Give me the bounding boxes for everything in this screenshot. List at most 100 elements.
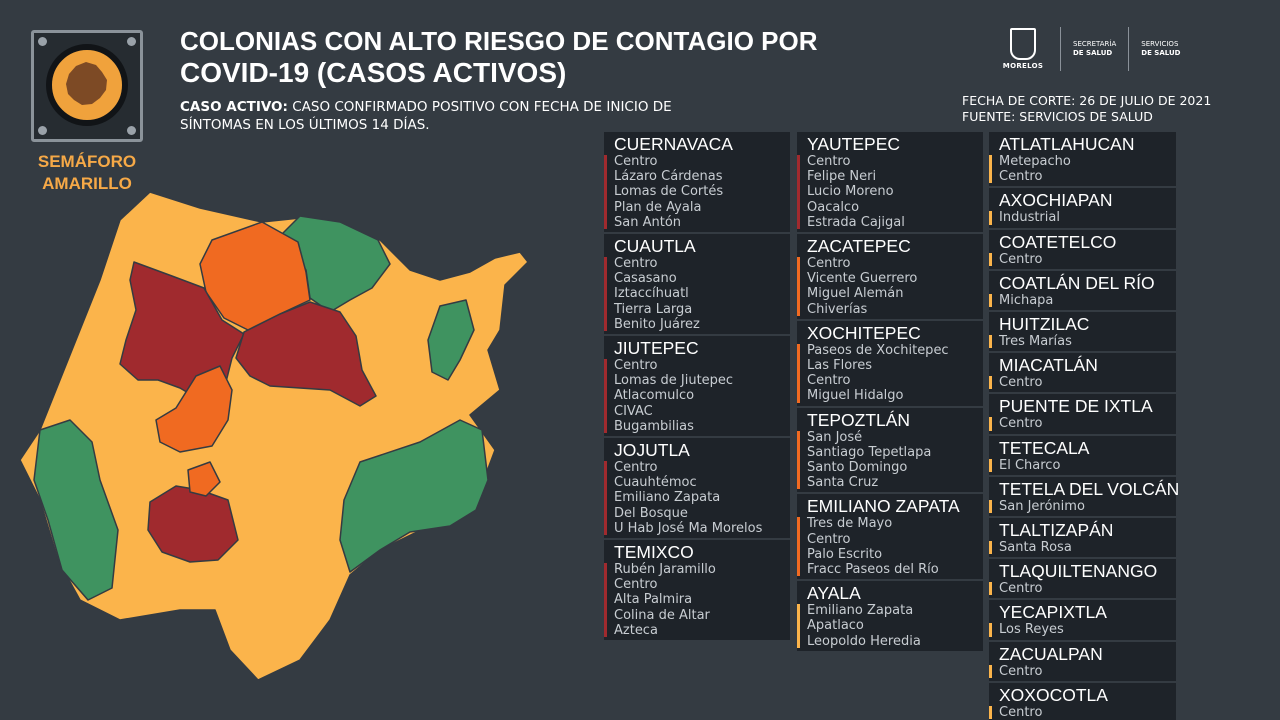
colonia-item: Centro (614, 358, 658, 374)
colonia-item: Benito Juárez (614, 316, 700, 332)
colonia-item: Centro (999, 663, 1043, 679)
colonias-list: Rubén Jaramillo Centro Alta Palmira Colina … (604, 562, 790, 638)
colonia-item: U Hab José Ma Morelos (614, 520, 763, 536)
colonia-item: Palo Escrito (807, 546, 883, 562)
list-column-3: ATLATLAHUCAN Metepacho Centro AXOCHIAPAN Ind… (989, 132, 1180, 720)
risk-indicator-bar (989, 155, 992, 184)
colonias-list: Michapa (989, 293, 1176, 308)
colonias-list: Centro (989, 581, 1176, 596)
municipality-name: JIUTEPEC (614, 338, 699, 359)
colonias-list: Centro (989, 705, 1176, 720)
municipality-card: COATLÁN DEL RÍO Michapa (989, 270, 1176, 311)
municipality-card: XOCHITEPEC Paseos de Xochitepec Las Flores… (797, 320, 983, 406)
colonia-item: Centro (807, 154, 851, 169)
colonias-list: Centro (989, 663, 1176, 679)
risk-indicator-bar (989, 623, 992, 637)
municipality-card: MIACATLÁN Centro (989, 353, 1176, 393)
colonias-list: San José Santiago Tepetlapa Santo Domingo S… (797, 429, 983, 491)
colonia-item: Centro (614, 154, 658, 169)
source-text: FUENTE: SERVICIOS DE SALUD (962, 109, 1153, 124)
colonias-list: Centro Lázaro Cárdenas Lomas de Cortés Plan… (604, 154, 790, 230)
municipality-name: PUENTE DE IXTLA (999, 396, 1153, 417)
colonias-list: Santa Rosa (989, 540, 1176, 555)
colonia-item: Alta Palmira (614, 592, 693, 608)
municipality-card: TEPOZTLÁN San José Santiago Tepetlapa Santo… (797, 407, 983, 493)
servicios-line1: SERVICIOS (1141, 40, 1179, 48)
risk-indicator-bar (989, 499, 992, 514)
colonia-item: Lucio Moreno (807, 184, 894, 200)
page-title: COLONIAS CON ALTO RIESGO DE CONTAGIO POR… (180, 26, 818, 88)
servicios-logo: SERVICIOS DE SALUD (1141, 40, 1180, 58)
list-column-2: YAUTEPEC Centro Felipe Neri Lucio Moreno Oac… (797, 132, 983, 651)
risk-indicator-bar (797, 517, 800, 577)
shield-icon (1010, 28, 1036, 60)
map-region-green (427, 299, 475, 381)
risk-indicator-bar (797, 257, 800, 316)
title-line2: COVID-19 (CASOS ACTIVOS) (180, 57, 567, 88)
colonia-item: Centro (614, 460, 658, 476)
municipality-name: TEPOZTLÁN (807, 409, 911, 430)
colonia-item: Casasano (614, 271, 677, 287)
colonia-item: Centro (999, 416, 1043, 432)
map-region-green (339, 419, 489, 573)
colonia-item: Leopoldo Heredia (807, 633, 921, 649)
municipality-card: YAUTEPEC Centro Felipe Neri Lucio Moreno Oac… (797, 132, 983, 233)
colonias-list: Metepacho Centro (989, 154, 1176, 184)
municipality-name: XOXOCOTLA (999, 684, 1108, 705)
colonia-item: Bugambilias (614, 418, 694, 434)
colonia-item: Miguel Alemán (807, 286, 904, 302)
colonias-list: Centro Lomas de Jiutepec Atlacomulco CIVAC B… (604, 358, 790, 434)
municipality-card: HUITZILAC Tres Marías (989, 312, 1176, 352)
municipality-name: EMILIANO ZAPATA (807, 496, 960, 517)
colonias-list: Centro Felipe Neri Lucio Moreno Oacalco Estr… (797, 154, 983, 230)
municipality-name: TETELA DEL VOLCÁN (999, 478, 1180, 499)
colonia-item: Metepacho (999, 154, 1071, 169)
colonia-item: San Jerónimo (999, 498, 1085, 514)
risk-indicator-bar (989, 376, 992, 390)
colonias-list: Paseos de Xochitepec Las Flores Centro Migu… (797, 343, 983, 404)
colonias-list: Centro Cuauhtémoc Emiliano Zapata Del Bosqu… (604, 460, 790, 536)
colonia-item: CIVAC (614, 403, 653, 419)
municipality-card: PUENTE DE IXTLA Centro (989, 394, 1176, 434)
colonias-list: Tres de Mayo Centro Palo Escrito Fracc Pase… (797, 516, 983, 577)
risk-indicator-bar (797, 604, 800, 648)
colonia-item: Centro (807, 373, 851, 389)
municipality-card: ATLATLAHUCAN Metepacho Centro (989, 132, 1176, 187)
colonia-item: Lázaro Cárdenas (614, 169, 723, 185)
risk-indicator-bar (989, 582, 992, 596)
municipality-card: YECAPIXTLA Los Reyes (989, 600, 1176, 640)
definition-label: CASO ACTIVO: (180, 99, 288, 115)
secretaria-line2: DE SALUD (1073, 49, 1113, 57)
risk-indicator-bar (797, 155, 800, 230)
colonias-list: Emiliano Zapata Apatlaco Leopoldo Heredia (797, 603, 983, 649)
screw-icon (127, 37, 136, 46)
municipality-card: TLAQUILTENANGO Centro (989, 559, 1176, 599)
municipality-card: TLALTIZAPÁN Santa Rosa (989, 518, 1176, 558)
municipality-name: MIACATLÁN (999, 355, 1098, 376)
colonia-item: San José (807, 429, 863, 445)
risk-indicator-bar (989, 664, 992, 678)
meta-info: FECHA DE CORTE: 26 DE JULIO DE 2021 FUEN… (962, 93, 1211, 125)
colonia-item: Santa Cruz (807, 475, 879, 491)
municipality-name: COATLÁN DEL RÍO (999, 272, 1155, 293)
colonia-item: Emiliano Zapata (614, 490, 721, 506)
screw-icon (38, 126, 47, 135)
municipality-name: HUITZILAC (999, 314, 1090, 335)
colonia-item: Chiverías (807, 301, 868, 317)
municipality-name: JOJUTLA (614, 440, 690, 461)
municipality-card: AYALA Emiliano Zapata Apatlaco Leopoldo Her… (797, 581, 983, 651)
definition-text: CASO CONFIRMADO POSITIVO CON FECHA DE IN… (180, 99, 672, 133)
colonias-list: San Jerónimo (989, 498, 1176, 514)
risk-indicator-bar (604, 461, 607, 536)
municipality-card: CUERNAVACA Centro Lázaro Cárdenas Lomas de … (604, 132, 790, 233)
semaforo-badge (31, 30, 143, 142)
risk-indicator-bar (989, 417, 992, 431)
municipality-card: AXOCHIAPAN Industrial (989, 188, 1176, 228)
colonia-item: Centro (999, 251, 1043, 267)
municipality-name: TLALTIZAPÁN (999, 520, 1114, 541)
colonias-list: Centro (989, 251, 1176, 267)
municipality-card: TEMIXCO Rubén Jaramillo Centro Alta Palmira… (604, 540, 790, 641)
municipality-name: ZACATEPEC (807, 236, 911, 257)
colonia-item: Cuauhtémoc (614, 475, 697, 491)
colonia-item: Centro (614, 577, 658, 593)
